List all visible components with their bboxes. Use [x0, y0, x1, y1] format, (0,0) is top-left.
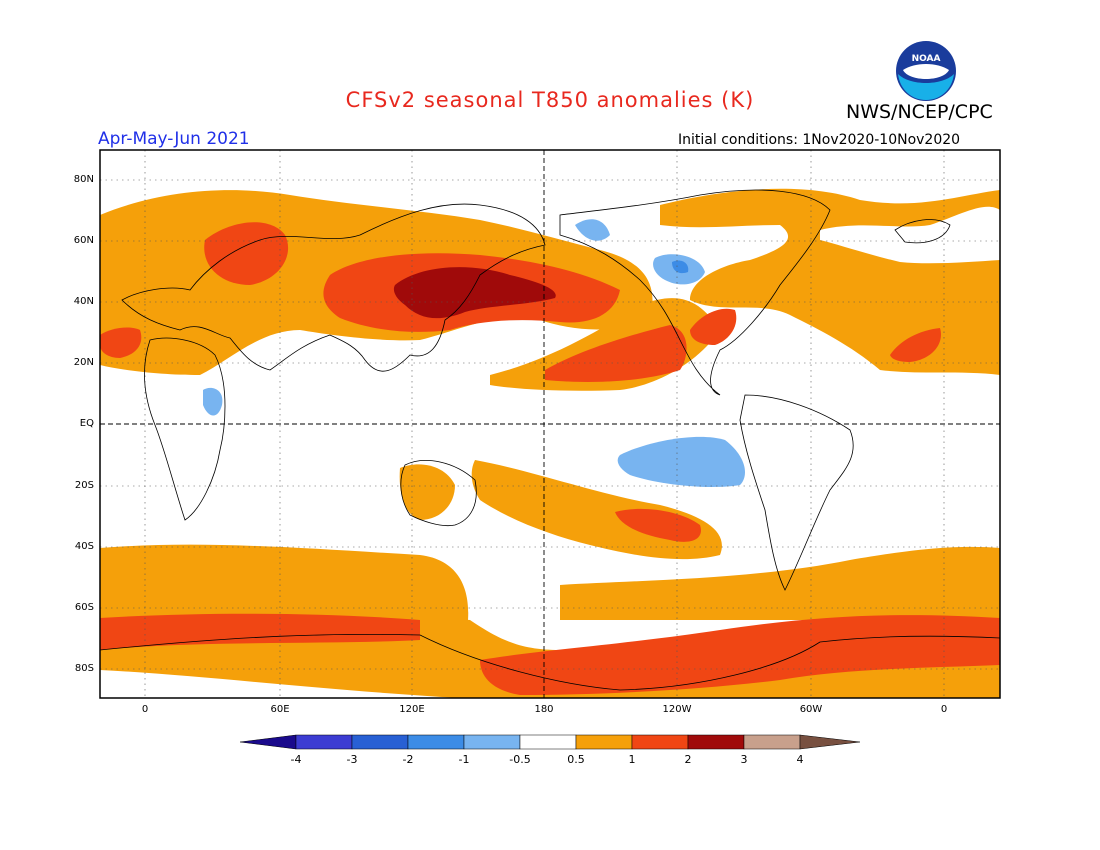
legend-label: -0.5	[509, 753, 531, 766]
cool-core-canada	[672, 260, 689, 274]
legend-label: -2	[402, 753, 414, 766]
legend-arrow-left	[239, 734, 297, 750]
legend-label: 1	[628, 753, 636, 766]
lon-label: 60E	[270, 704, 290, 715]
lat-label: EQ	[79, 418, 94, 429]
forecast-period: Apr-May-Jun 2021	[98, 129, 250, 149]
agency-label: NWS/NCEP/CPC	[846, 101, 993, 123]
cool-region-east-pacific	[617, 436, 745, 487]
legend-arrow-right	[799, 734, 861, 750]
lat-label: 60N	[73, 235, 94, 246]
lon-label: 120E	[399, 704, 425, 715]
warm-core-atlantic	[890, 328, 941, 362]
legend-swatch	[407, 734, 465, 750]
lon-label: 60W	[799, 704, 823, 715]
south-america-coast	[739, 394, 854, 591]
anomaly-fields	[100, 150, 1000, 698]
warm-band-southern-ocean-east	[560, 546, 1000, 620]
legend-swatch	[295, 734, 353, 750]
legend-swatch	[631, 734, 689, 750]
legend-label: 3	[740, 753, 748, 766]
lon-label: 120W	[662, 704, 692, 715]
africa-coast	[144, 337, 226, 521]
neutral-south-pole	[100, 670, 460, 698]
warm-region-australia	[399, 464, 455, 520]
warm-core-antarctic	[480, 615, 1000, 695]
north-america-coast	[559, 189, 831, 396]
lat-label: 80N	[73, 174, 94, 185]
legend-label: 4	[796, 753, 804, 766]
legend-label: -1	[458, 753, 470, 766]
legend-swatch	[519, 734, 577, 750]
legend-label: 2	[684, 753, 692, 766]
initial-conditions: Initial conditions: 1Nov2020-10Nov2020	[678, 132, 961, 148]
antarctica-coast	[100, 633, 1000, 691]
graticule	[100, 150, 1000, 698]
neutral-gap	[820, 206, 1000, 264]
australia-coast	[400, 460, 477, 527]
logo-text: NOAA	[912, 54, 941, 64]
warm-core-southern-ocean-west	[100, 613, 420, 650]
lon-label: 0	[141, 704, 149, 715]
lon-label: 180	[534, 704, 554, 715]
lat-label: 40N	[73, 296, 94, 307]
eurasia-coast	[121, 203, 546, 372]
warm-band-southern-ocean-west	[100, 544, 469, 620]
noaa-logo-icon: NOAA	[896, 41, 956, 101]
lon-label: 0	[940, 704, 948, 715]
legend-label: 0.5	[567, 753, 585, 766]
lat-label: 60S	[74, 602, 94, 613]
legend-label: -3	[346, 753, 358, 766]
lat-label: 40S	[74, 541, 94, 552]
greenland-coast	[894, 219, 951, 244]
lat-label: 80S	[74, 663, 94, 674]
legend-colorbar	[239, 734, 861, 750]
map-title: CFSv2 seasonal T850 anomalies (K)	[345, 88, 755, 112]
legend-swatch	[575, 734, 633, 750]
warm-core-pacific	[545, 325, 687, 382]
cool-region-east-africa	[203, 387, 223, 416]
map-frame	[99, 149, 1001, 699]
warm-core-sahara	[100, 327, 142, 358]
coastlines	[100, 189, 1000, 691]
cool-region-alaska	[575, 219, 610, 241]
lat-label: 20N	[73, 357, 94, 368]
legend-label: -4	[290, 753, 302, 766]
legend-swatch	[687, 734, 745, 750]
warm-core-south-pacific	[615, 508, 701, 542]
lat-label: 20S	[74, 480, 94, 491]
legend-swatch	[463, 734, 521, 750]
strong-warm-core-japan	[393, 267, 556, 319]
legend-swatch	[351, 734, 409, 750]
warm-core-north-america	[690, 308, 737, 345]
legend-swatch	[743, 734, 801, 750]
